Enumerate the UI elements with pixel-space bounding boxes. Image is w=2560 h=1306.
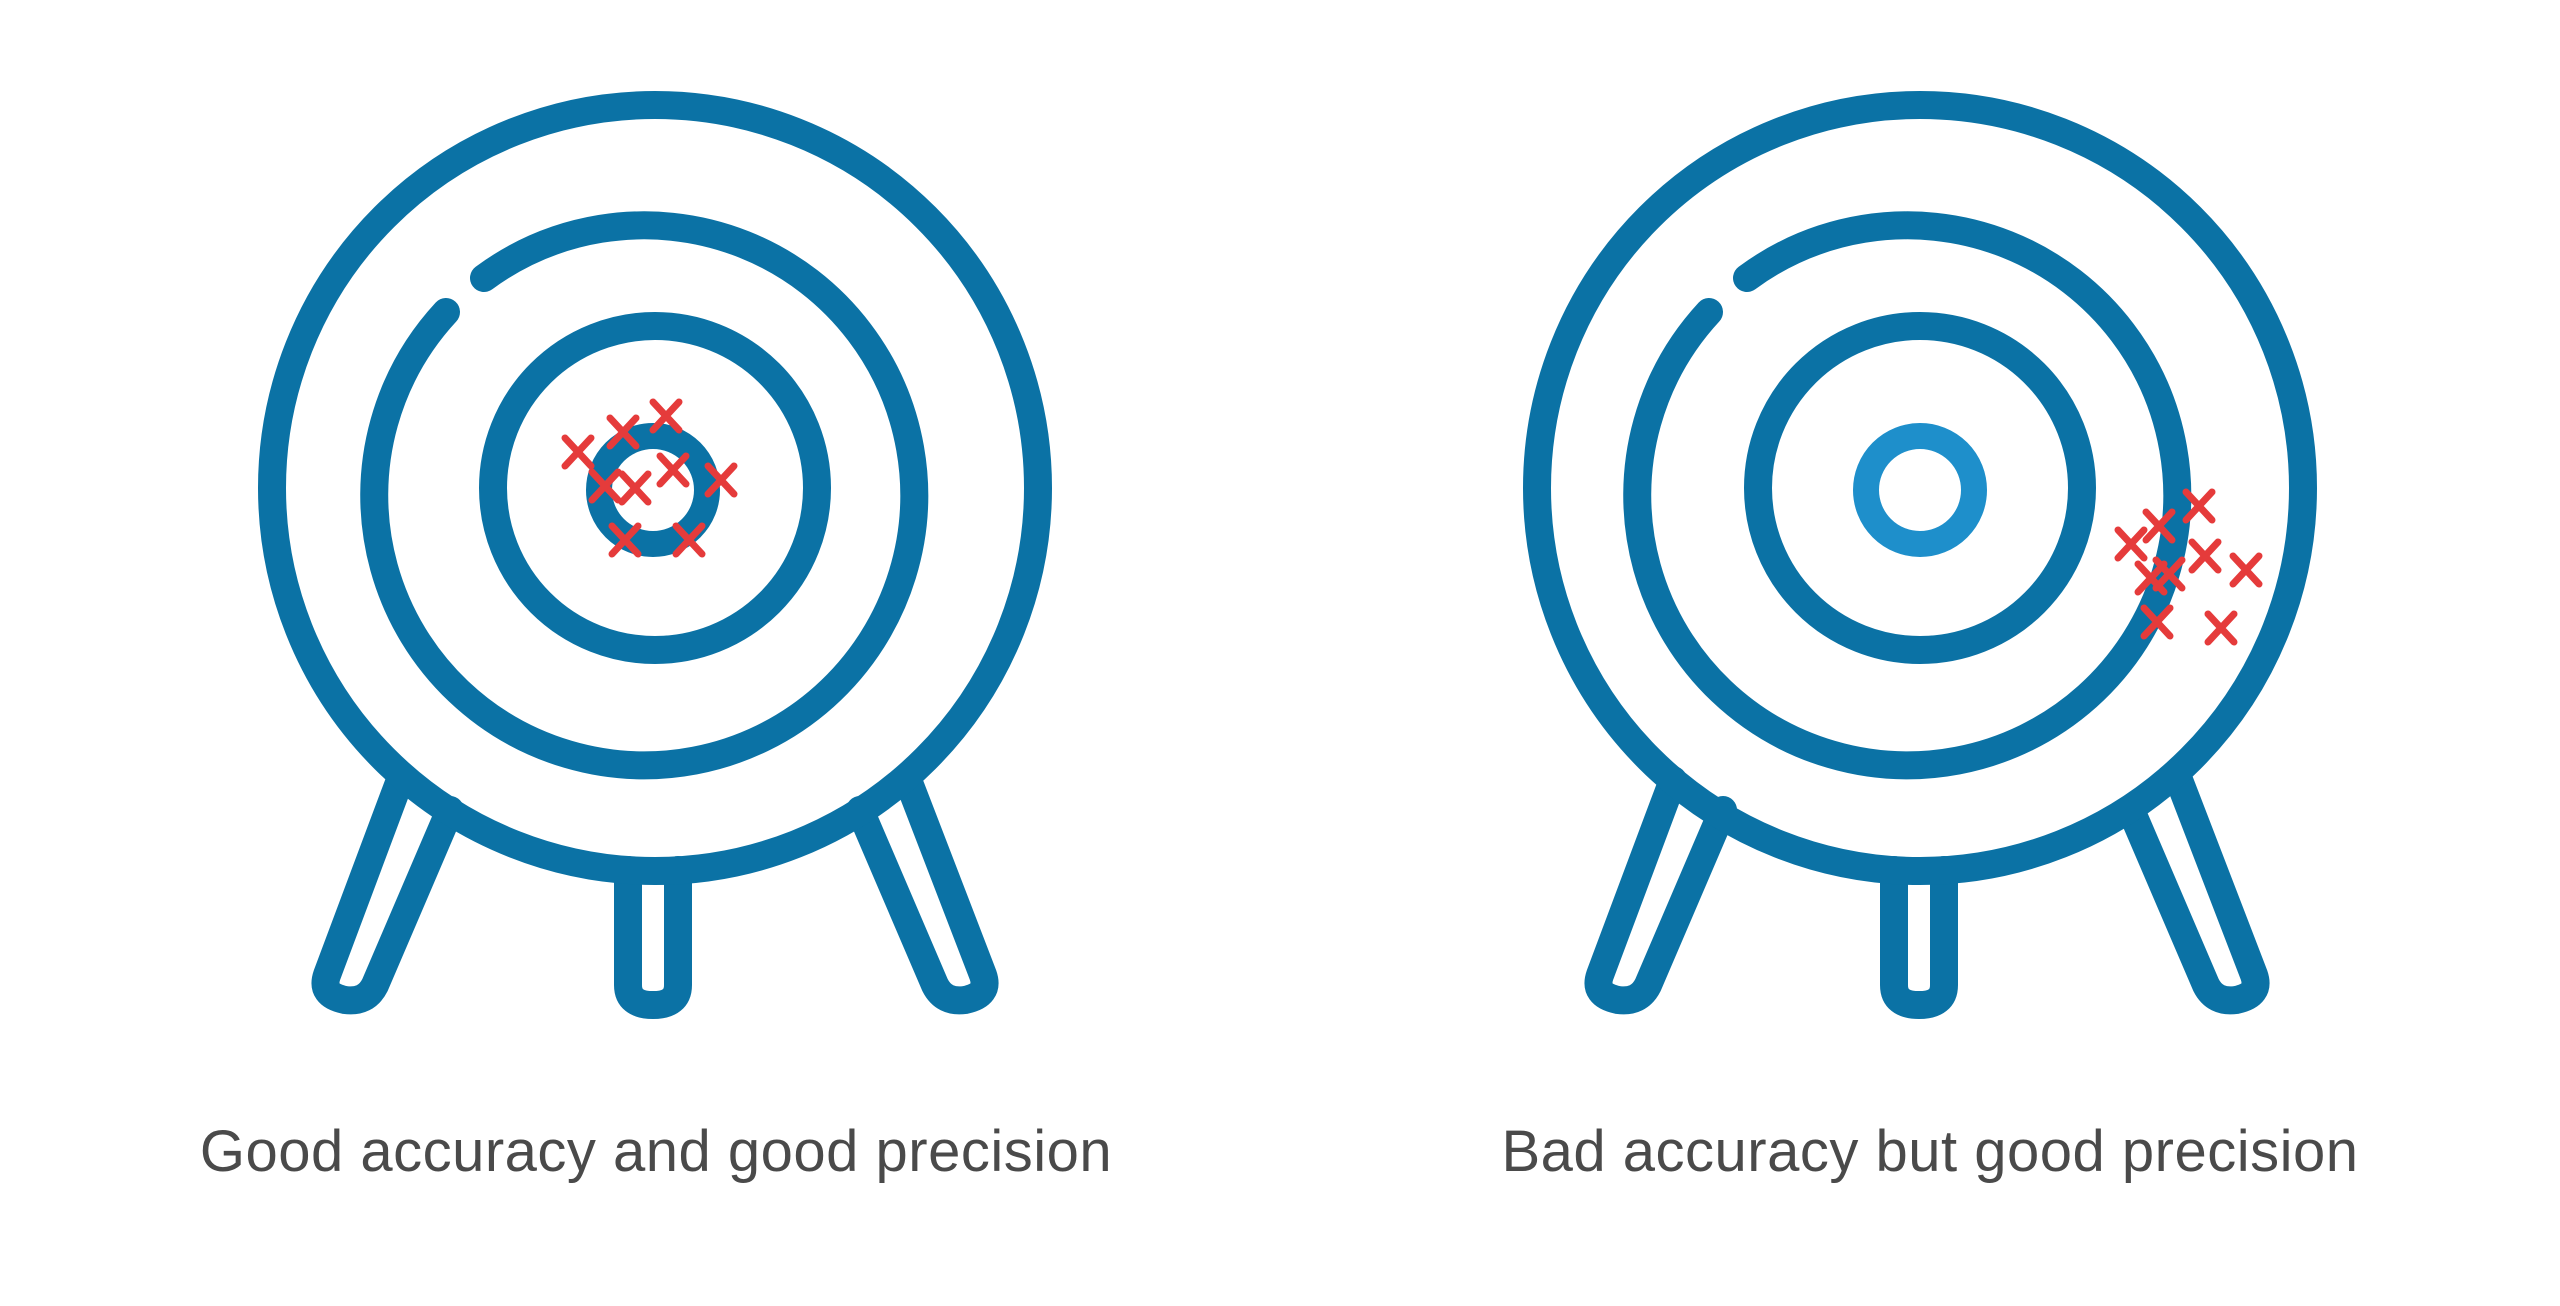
outer-ring	[258, 91, 1052, 885]
archery-target-icon	[258, 91, 1052, 1019]
panel-bad-accuracy: Bad accuracy but good precision	[1280, 0, 2560, 1306]
second-ring	[1623, 211, 2192, 780]
hit-marker	[672, 522, 706, 558]
hit-markers	[2114, 488, 2263, 646]
hit-marker	[588, 468, 622, 504]
hit-marker	[2204, 610, 2238, 646]
stand-leg-right	[846, 766, 999, 1015]
bullseye	[1853, 423, 1987, 557]
hit-marker	[656, 452, 690, 488]
stand-leg-middle	[614, 856, 692, 1019]
stand-leg-left	[1584, 766, 1737, 1015]
hit-marker	[618, 470, 652, 506]
hit-marker	[561, 434, 595, 470]
hit-marker	[608, 522, 642, 558]
third-ring	[1744, 312, 2096, 664]
hit-marker	[2142, 508, 2176, 544]
hit-marker	[2140, 604, 2174, 640]
hit-marker	[606, 414, 640, 450]
stand-leg-right	[2117, 766, 2270, 1015]
hit-marker	[2188, 538, 2222, 574]
hit-marker	[649, 398, 683, 434]
hit-marker	[2182, 488, 2216, 524]
stand-leg-left	[311, 766, 464, 1015]
outer-ring	[1523, 91, 2317, 885]
archery-target-icon	[1523, 91, 2317, 1019]
hit-marker	[2152, 556, 2186, 592]
hit-marker	[2114, 526, 2148, 562]
hit-markers	[561, 398, 738, 558]
second-ring	[360, 211, 929, 780]
caption: Bad accuracy but good precision	[1501, 1119, 2359, 1184]
panel-good-accuracy: Good accuracy and good precision	[200, 91, 1112, 1184]
third-ring	[479, 312, 831, 664]
caption: Good accuracy and good precision	[199, 1119, 1113, 1184]
hit-marker	[2229, 552, 2263, 588]
stand-leg-middle	[1880, 856, 1958, 1019]
hit-marker	[704, 462, 738, 498]
